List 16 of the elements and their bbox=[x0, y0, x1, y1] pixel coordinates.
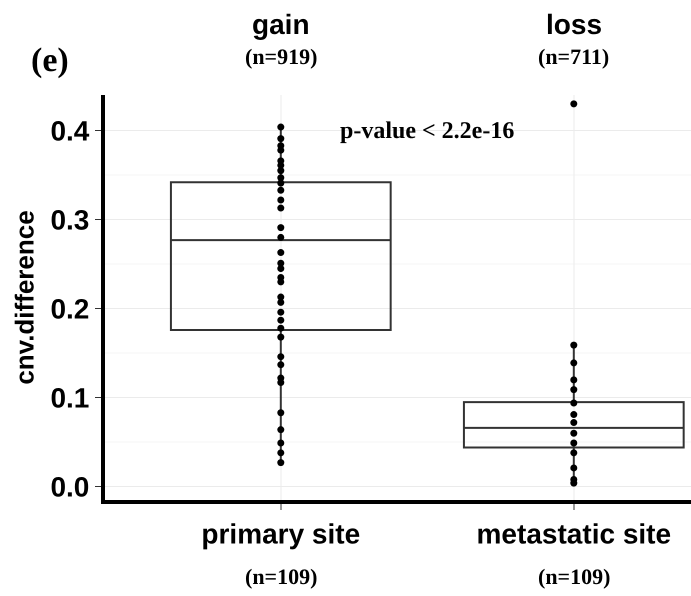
text: (n=109) bbox=[538, 564, 610, 589]
text: (n=109) bbox=[245, 564, 318, 589]
y-tick-label: 0.0 bbox=[50, 471, 90, 502]
text: (n=919) bbox=[245, 44, 318, 69]
y-tick-label: 0.4 bbox=[50, 115, 90, 146]
y-tick-label: 0.3 bbox=[50, 204, 90, 236]
x-tick-label: primary site bbox=[201, 518, 360, 550]
y-axis-title: cnv.difference bbox=[9, 210, 40, 385]
y-tick-label: 0.1 bbox=[50, 382, 90, 414]
y-tick-label: 0.2 bbox=[50, 293, 90, 324]
text: gain bbox=[252, 9, 310, 40]
text: loss bbox=[546, 9, 602, 40]
text: (n=711) bbox=[538, 44, 610, 69]
x-tick-label: metastatic site bbox=[476, 518, 672, 550]
annotation: p-value < 2.2e-16 bbox=[340, 118, 514, 144]
text: (e) bbox=[31, 42, 69, 79]
